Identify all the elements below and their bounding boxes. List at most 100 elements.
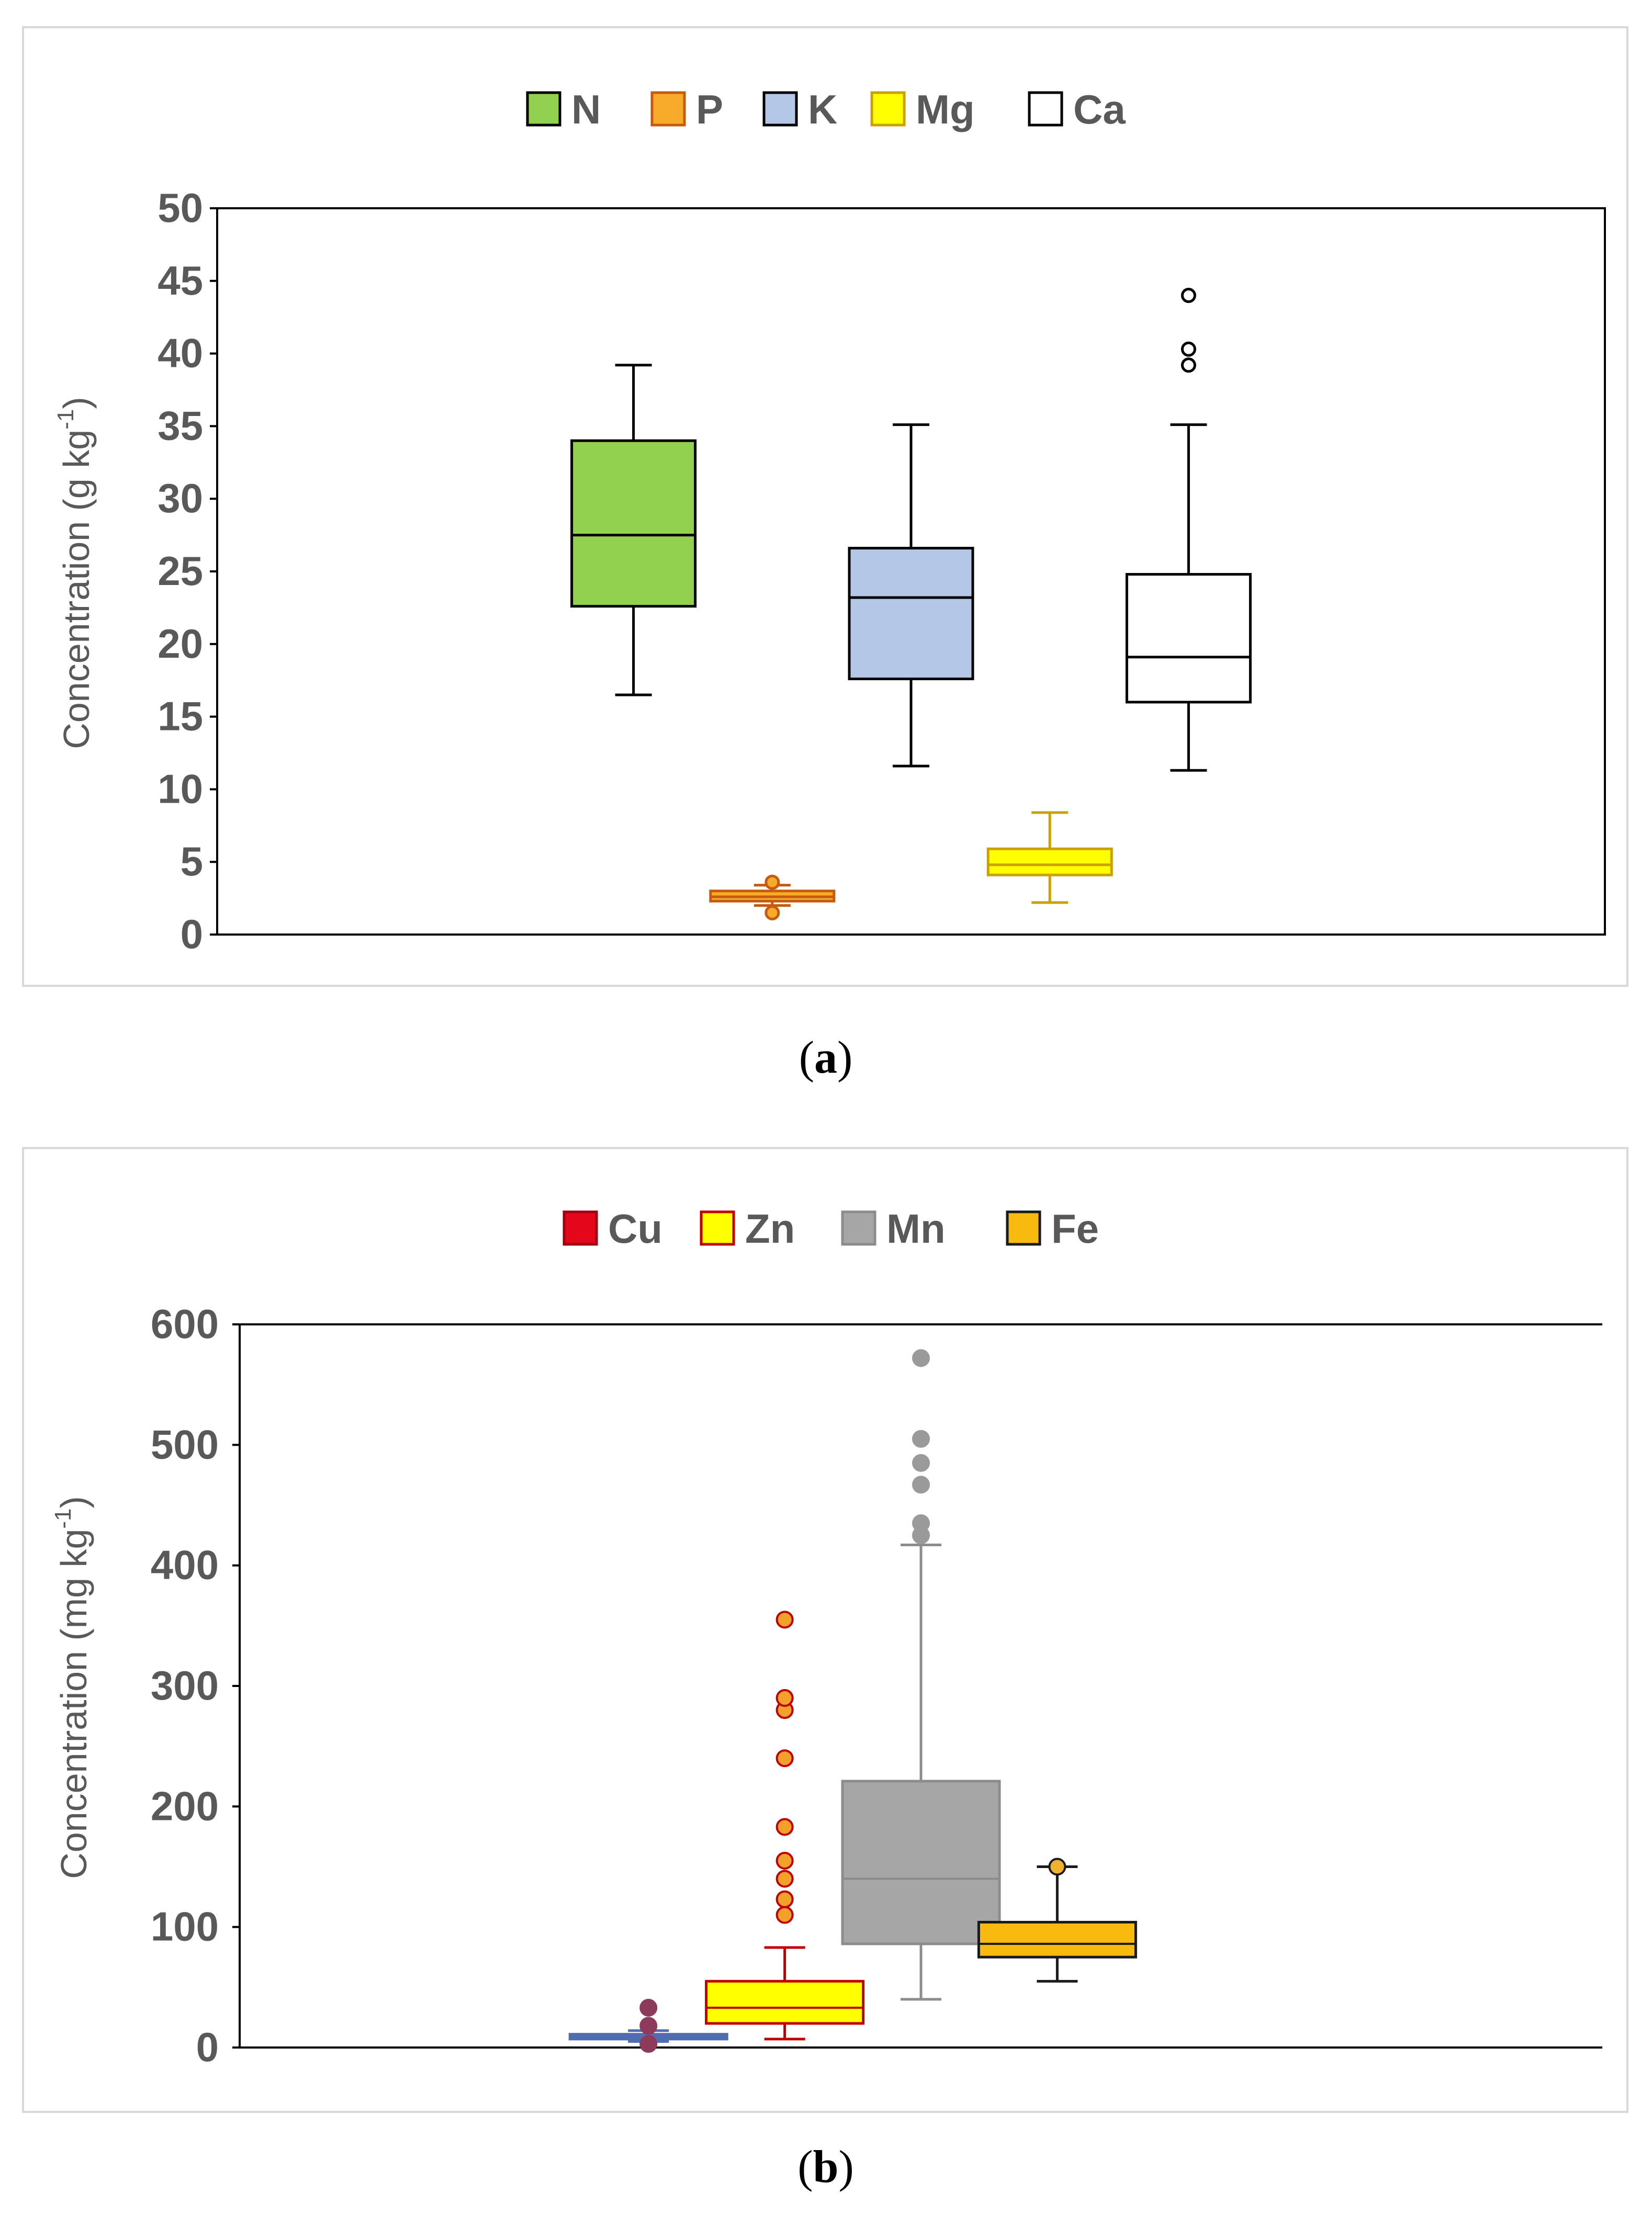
box-cu-outlier (639, 2017, 658, 2035)
box-k-iqr (848, 547, 974, 680)
box-cu-outlier (639, 1998, 658, 2017)
legend-swatch-cu (563, 1210, 598, 1246)
box-fe-iqr (977, 1920, 1137, 1959)
y-tick-label-a: 40 (158, 330, 203, 376)
box-mn-outlier (912, 1454, 930, 1472)
box-ca (1125, 288, 1252, 772)
legend-swatch-mg (870, 91, 906, 127)
legend-b: Cu Zn Mn Fe (563, 1206, 1099, 1252)
box-n-iqr (570, 439, 697, 608)
box-ca-outlier (1181, 357, 1196, 373)
y-tick-label-b: 600 (151, 1301, 219, 1347)
caption-b-open: ( (797, 2142, 813, 2192)
caption-a-letter: a (814, 1032, 837, 1083)
box-zn-outlier (776, 1689, 794, 1707)
box-zn-outlier (776, 1611, 794, 1629)
box-mg (986, 811, 1113, 904)
legend-swatch-zn (700, 1210, 735, 1246)
box-zn-outlier (776, 1870, 794, 1888)
box-zn-outlier (776, 1890, 794, 1908)
box-zn (705, 1611, 865, 2041)
box-ca-outlier (1181, 341, 1196, 357)
caption-b-letter: b (813, 2142, 839, 2192)
box-p-outlier (765, 874, 780, 890)
panel-b-frame (22, 1147, 1628, 2113)
box-mn-outlier (912, 1349, 930, 1367)
legend-swatch-ca (1028, 91, 1063, 127)
y-tick-label-b: 500 (151, 1421, 219, 1467)
legend-label-k: K (808, 86, 837, 132)
y-tick-label-b: 400 (151, 1542, 219, 1588)
box-zn-outlier (776, 1818, 794, 1836)
legend-a: N P K Mg Ca (526, 86, 1126, 132)
legend-swatch-k (762, 91, 798, 127)
box-mn-outlier (912, 1430, 930, 1448)
y-tick-label-a: 35 (158, 402, 203, 448)
y-axis-label-b-sup: -1 (50, 1508, 76, 1528)
caption-a: (a) (799, 1032, 853, 1083)
box-n (570, 364, 697, 696)
legend-label-mg: Mg (916, 86, 975, 132)
legend-swatch-n (526, 91, 561, 127)
box-fe (977, 1858, 1137, 1983)
legend-label-n: N (571, 86, 601, 132)
panel-a: N P K Mg Ca 0 5 10 15 20 25 30 35 40 45 50 Concentrati… (22, 26, 1628, 987)
box-p-outlier (765, 905, 780, 920)
box-ca-iqr (1125, 573, 1252, 704)
box-zn-iqr (705, 1979, 865, 2025)
legend-label-fe: Fe (1051, 1206, 1099, 1252)
y-axis-a: 0 5 10 15 20 25 30 35 40 45 50 (158, 185, 217, 957)
y-tick-label-b: 100 (151, 1904, 219, 1950)
y-axis-label-a-end: ) (56, 397, 97, 409)
y-tick-label-a: 45 (158, 257, 203, 303)
y-axis-label-b: Concentration (mg kg-1) (50, 1496, 94, 1879)
legend-label-p: P (696, 86, 723, 132)
legend-label-ca: Ca (1073, 86, 1126, 132)
panel-a-frame (22, 26, 1628, 987)
legend-label-zn: Zn (745, 1206, 795, 1252)
legend-swatch-mn (841, 1210, 876, 1246)
caption-a-open: ( (799, 1032, 814, 1083)
y-tick-label-a: 0 (181, 911, 203, 957)
panel-b: Cu Zn Mn Fe 0 100 200 300 400 500 600 Concentrati… (22, 1147, 1628, 2113)
box-ca-outlier (1181, 288, 1196, 303)
box-fe-outlier (1048, 1858, 1066, 1876)
box-cu-outlier (639, 2035, 658, 2053)
caption-b: (b) (797, 2142, 854, 2192)
legend-swatch-fe (1006, 1210, 1041, 1246)
y-axis-label-a: Concentration (g kg-1) (53, 397, 97, 749)
y-tick-label-a: 5 (181, 838, 203, 884)
boxes-a (570, 288, 1252, 920)
y-tick-label-b: 0 (196, 2024, 219, 2070)
box-mn (841, 1349, 1001, 2001)
caption-b-close: ) (838, 2142, 853, 2192)
box-zn-outlier (776, 1749, 794, 1768)
y-axis-label-b-end: ) (53, 1496, 94, 1508)
box-mn-outlier (912, 1476, 930, 1494)
legend-label-cu: Cu (608, 1206, 662, 1252)
box-cu (568, 1998, 728, 2053)
y-tick-label-a: 10 (158, 766, 203, 812)
y-tick-label-a: 50 (158, 185, 203, 231)
y-axis-label-a-sup: -1 (53, 409, 78, 430)
box-mn-outlier (912, 1514, 930, 1533)
legend-label-mn: Mn (886, 1206, 946, 1252)
caption-a-close: ) (837, 1032, 852, 1083)
y-tick-label-b: 200 (151, 1783, 219, 1829)
box-k (848, 423, 974, 768)
box-zn-outlier (776, 1851, 794, 1870)
legend-swatch-p (650, 91, 686, 127)
y-axis-label-b-main: Concentration (mg kg (53, 1529, 94, 1879)
y-axis-label-a-main: Concentration (g kg (56, 430, 97, 749)
boxes-b (568, 1349, 1137, 2053)
y-tick-label-a: 30 (158, 475, 203, 521)
box-mn-iqr (841, 1780, 1001, 1945)
y-tick-label-a: 15 (158, 693, 203, 739)
box-mg-iqr (986, 847, 1113, 876)
box-zn-outlier (776, 1906, 794, 1924)
box-p (709, 874, 836, 920)
y-axis-b: 0 100 200 300 400 500 600 (151, 1301, 240, 2070)
y-tick-label-a: 20 (158, 621, 203, 667)
y-tick-label-b: 300 (151, 1662, 219, 1708)
